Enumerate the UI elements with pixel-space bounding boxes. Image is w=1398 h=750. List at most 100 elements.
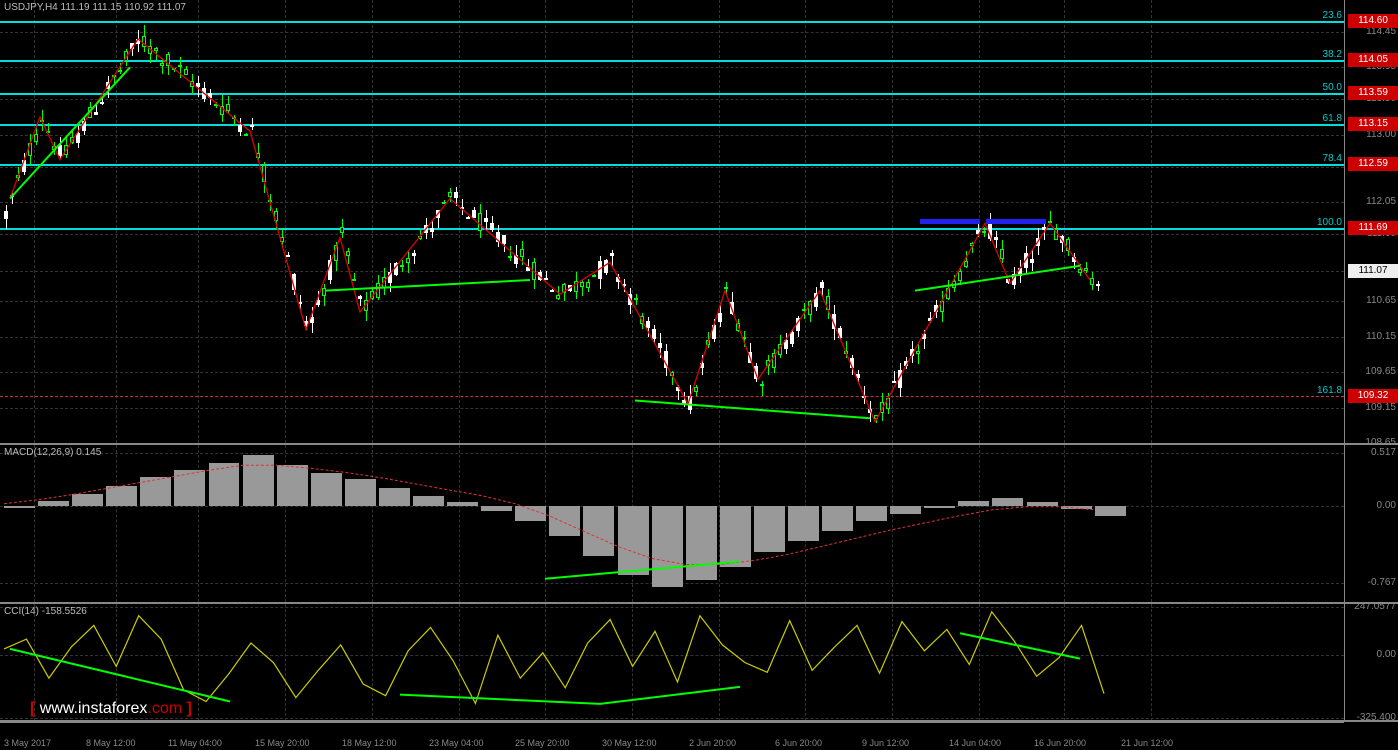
candle: [928, 318, 932, 321]
candle: [1006, 279, 1010, 282]
candle: [892, 381, 896, 383]
current-price-box: 111.07: [1348, 264, 1398, 278]
candle: [856, 374, 860, 378]
candle: [1000, 249, 1004, 258]
price-tick: 110.65: [1366, 295, 1396, 306]
candle: [178, 65, 182, 68]
time-tick: 14 Jun 04:00: [949, 738, 1001, 748]
candle: [712, 325, 716, 339]
candle: [22, 160, 26, 173]
time-tick: 6 Jun 20:00: [775, 738, 822, 748]
cci-panel[interactable]: CCI(14) -158.5526 247.05770.00-325.400: [0, 604, 1398, 721]
price-tick: 109.15: [1365, 402, 1396, 413]
candle: [838, 328, 842, 338]
candle: [220, 106, 224, 115]
candle: [442, 202, 446, 204]
candle: [580, 282, 584, 288]
candle: [862, 396, 866, 398]
candle: [604, 260, 608, 273]
candle: [670, 372, 674, 376]
candle: [376, 283, 380, 298]
candle: [496, 232, 500, 241]
fib-price-box: 114.60: [1348, 14, 1398, 28]
candle: [796, 318, 800, 331]
candle: [850, 358, 854, 368]
candle: [694, 387, 698, 391]
candle: [412, 253, 416, 256]
candle: [382, 277, 386, 288]
candle: [40, 120, 44, 122]
candle: [322, 288, 326, 296]
time-tick: 21 Jun 12:00: [1121, 738, 1173, 748]
candle: [568, 285, 572, 291]
candle: [736, 323, 740, 331]
macd-tick: 0.00: [1377, 500, 1396, 511]
price-axis: 114.45113.95113.50113.00112.55112.05111.…: [1344, 0, 1398, 443]
candle: [166, 54, 170, 66]
candle: [82, 121, 86, 130]
candle: [754, 366, 758, 378]
candle: [310, 317, 314, 323]
candle: [100, 102, 104, 104]
time-tick: 3 May 2017: [4, 738, 51, 748]
candle: [160, 63, 164, 66]
wm-www: www.: [35, 700, 78, 717]
candle: [514, 255, 518, 263]
candle: [820, 282, 824, 288]
candle: [544, 278, 548, 280]
candle: [148, 46, 152, 54]
candle: [706, 340, 710, 345]
candle: [280, 237, 284, 242]
candle: [1084, 268, 1088, 272]
candle: [1048, 221, 1052, 223]
cci-canvas[interactable]: CCI(14) -158.5526: [0, 604, 1344, 721]
macd-panel[interactable]: MACD(12,26,9) 0.145 0.517 0.00 -0.767: [0, 445, 1398, 602]
candle: [628, 294, 632, 305]
macd-canvas[interactable]: MACD(12,26,9) 0.145: [0, 445, 1344, 602]
candle: [262, 165, 266, 182]
candle: [634, 298, 638, 300]
candle: [364, 300, 368, 311]
cci-tick: 0.00: [1377, 649, 1396, 660]
candle: [1018, 268, 1022, 276]
candle: [814, 293, 818, 307]
time-tick: 25 May 20:00: [515, 738, 570, 748]
candle: [646, 321, 650, 328]
candle: [238, 125, 242, 132]
candle: [142, 36, 146, 47]
candle: [526, 267, 530, 270]
wm-com: .com: [147, 700, 182, 717]
macd-title: MACD(12,26,9) 0.145: [4, 447, 101, 458]
candle: [1012, 274, 1016, 285]
fib-price-box: 113.59: [1348, 86, 1398, 100]
resistance-zone: [920, 219, 980, 224]
price-panel[interactable]: USDJPY,H4 111.19 111.15 110.92 111.07 23…: [0, 0, 1398, 443]
candle: [976, 230, 980, 234]
candle: [490, 223, 494, 230]
candle: [844, 351, 848, 354]
candle: [46, 131, 50, 133]
candle: [358, 296, 362, 300]
candle: [418, 236, 422, 239]
candle: [250, 125, 254, 127]
price-canvas[interactable]: USDJPY,H4 111.19 111.15 110.92 111.07 23…: [0, 0, 1344, 443]
candle: [718, 313, 722, 322]
macd-tick: 0.517: [1371, 447, 1396, 458]
candle: [874, 415, 878, 420]
candle: [988, 223, 992, 238]
candle: [388, 272, 392, 283]
macd-tick: -0.767: [1368, 577, 1396, 588]
candle: [940, 301, 944, 312]
candle: [700, 363, 704, 368]
candle: [112, 75, 116, 77]
candle: [130, 43, 134, 49]
candle: [340, 227, 344, 233]
candle: [682, 400, 686, 403]
candle: [232, 117, 236, 119]
candle: [190, 81, 194, 87]
candle: [10, 195, 14, 197]
candle: [688, 396, 692, 411]
candle: [1090, 278, 1094, 285]
candle: [520, 249, 524, 256]
candle: [664, 351, 668, 369]
